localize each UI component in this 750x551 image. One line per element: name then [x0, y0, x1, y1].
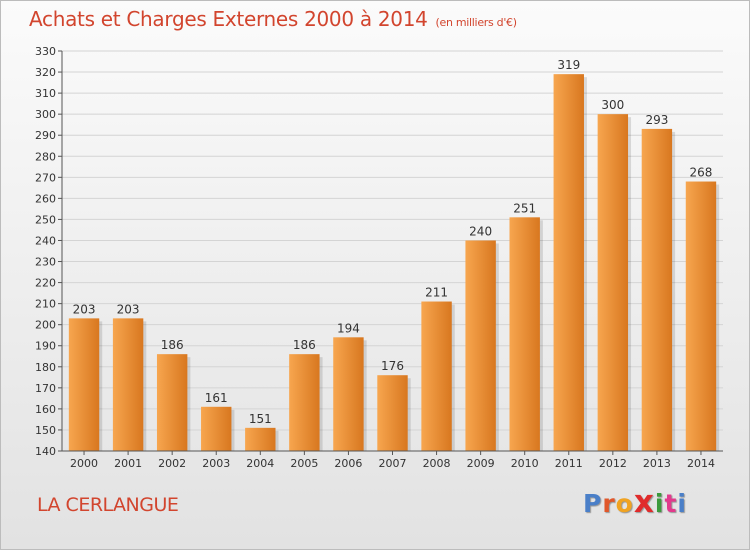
data-label-2014: 268 — [690, 166, 713, 180]
x-tick-label-2003: 2003 — [202, 457, 230, 470]
x-tick-label-2001: 2001 — [114, 457, 142, 470]
y-tick-label: 210 — [35, 298, 56, 311]
bar-2010 — [509, 217, 540, 451]
x-tick-label-2006: 2006 — [334, 457, 362, 470]
logo-letter: t — [664, 489, 678, 518]
x-tick-label-2008: 2008 — [423, 457, 451, 470]
bar-2007 — [377, 375, 408, 451]
y-tick-label: 140 — [35, 445, 56, 458]
data-label-2006: 194 — [337, 321, 360, 335]
data-label-2004: 151 — [249, 412, 272, 426]
axes: 140 150 160 170 180 190 200 210 220 230 240 250 260 2… — [35, 45, 723, 470]
y-tick-label: 230 — [35, 256, 56, 269]
logo-letter: i — [654, 489, 665, 518]
bar-2008 — [421, 301, 452, 451]
y-tick-label: 280 — [35, 150, 56, 163]
y-tick-label: 240 — [35, 234, 56, 247]
bar-2009 — [465, 240, 496, 451]
y-tick-label: 330 — [35, 45, 56, 58]
data-label-2011: 319 — [557, 58, 580, 72]
bar-2000 — [68, 318, 100, 451]
x-tick-label-2011: 2011 — [555, 457, 583, 470]
x-tick-label-2000: 2000 — [70, 457, 98, 470]
y-tick-label: 250 — [35, 213, 56, 226]
x-tick-label-2014: 2014 — [687, 457, 715, 470]
commune-name: LA CERLANGUE — [37, 494, 179, 516]
bar-2013 — [641, 128, 673, 451]
x-tick-label-2007: 2007 — [379, 457, 407, 470]
logo-letter: P — [583, 489, 603, 518]
y-tick-label: 170 — [35, 382, 56, 395]
x-tick-label-2005: 2005 — [290, 457, 318, 470]
proxiti-logo: Proxiti — [583, 484, 687, 520]
bar-2014 — [685, 181, 717, 452]
logo-letter: x — [633, 484, 655, 520]
y-tick-label: 290 — [35, 129, 56, 142]
data-label-2009: 240 — [469, 224, 492, 238]
bars — [68, 74, 720, 452]
data-labels: 203 203 186 161 151 186 194 176 211 240 251 319 300 2… — [73, 58, 713, 426]
bar-2004 — [245, 427, 276, 451]
bar-2012 — [597, 114, 629, 451]
data-label-2000: 203 — [73, 302, 96, 316]
x-tick-label-2004: 2004 — [246, 457, 274, 470]
bar-2002 — [156, 354, 188, 451]
y-tick-label: 180 — [35, 361, 56, 374]
bar-2001 — [112, 318, 144, 451]
bar-2003 — [201, 406, 232, 451]
data-label-2012: 300 — [601, 98, 624, 112]
x-tick-label-2009: 2009 — [467, 457, 495, 470]
data-label-2010: 251 — [513, 201, 536, 215]
data-label-2003: 161 — [205, 391, 228, 405]
x-tick-label-2013: 2013 — [643, 457, 671, 470]
logo-letter: r — [602, 489, 616, 518]
y-tick-label: 270 — [35, 171, 56, 184]
data-label-2005: 186 — [293, 338, 316, 352]
x-tick-label-2010: 2010 — [511, 457, 539, 470]
y-tick-label: 300 — [35, 108, 56, 121]
data-label-2002: 186 — [161, 338, 184, 352]
y-tick-label: 310 — [35, 87, 56, 100]
logo-letter: i — [677, 489, 687, 518]
data-label-2008: 211 — [425, 286, 448, 300]
logo-letter: o — [615, 489, 634, 518]
y-tick-label: 200 — [35, 319, 56, 332]
data-label-2007: 176 — [381, 359, 404, 373]
y-tick-label: 220 — [35, 277, 56, 290]
chart-unit: (en milliers d'€) — [435, 16, 517, 29]
y-tick-label: 150 — [35, 424, 56, 437]
chart-title-text: Achats et Charges Externes 2000 à 2014 — [29, 7, 428, 31]
x-tick-label-2012: 2012 — [599, 457, 627, 470]
bar-2006 — [333, 337, 364, 451]
chart-title: Achats et Charges Externes 2000 à 2014 (e… — [29, 7, 517, 31]
bar-2011 — [553, 74, 584, 451]
data-label-2001: 203 — [117, 302, 140, 316]
y-tick-label: 190 — [35, 340, 56, 353]
data-label-2013: 293 — [645, 113, 668, 127]
x-tick-label-2002: 2002 — [158, 457, 186, 470]
bar-2005 — [289, 354, 320, 451]
y-tick-label: 160 — [35, 403, 56, 416]
y-tick-label: 260 — [35, 192, 56, 205]
y-tick-label: 320 — [35, 66, 56, 79]
